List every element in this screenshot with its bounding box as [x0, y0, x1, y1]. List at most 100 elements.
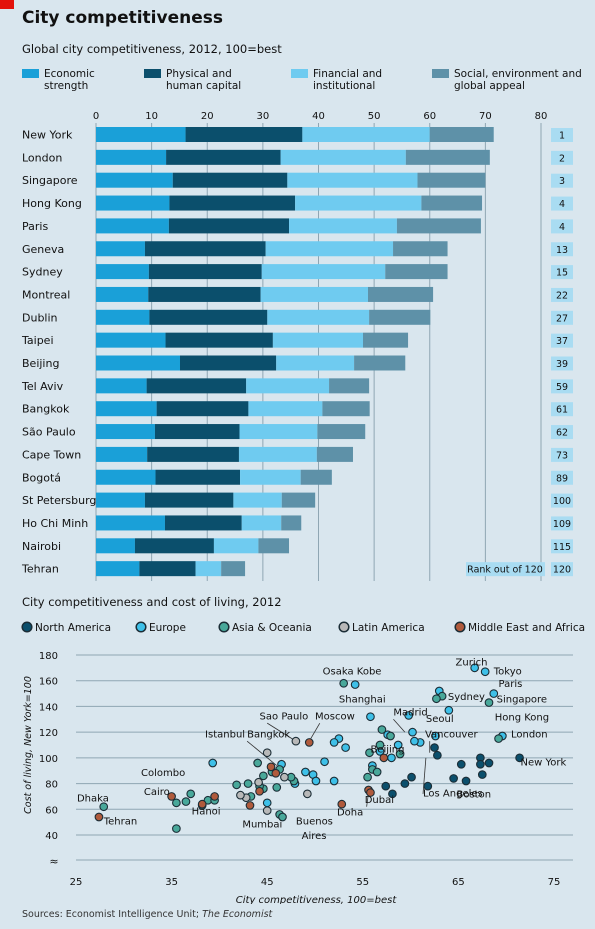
city-label-new-york: New York: [521, 758, 567, 769]
point-north-america: [477, 770, 487, 779]
legend-marker-latin-america: [338, 621, 350, 633]
y-tick-label: 60: [45, 805, 58, 816]
city-label-mumbai: Mumbai: [242, 819, 282, 830]
bar-singapore-social-environment-and-global-appeal: [417, 172, 486, 188]
bar-chart-title: Global city competitiveness, 2012, 100=b…: [22, 42, 282, 56]
bar-paris-social-environment-and-global-appeal: [396, 218, 481, 234]
point-latin-america: [262, 748, 272, 758]
category-label-hong-kong: Hong Kong: [22, 197, 82, 210]
legend-label-physical-and-human-capital: Physical and human capital: [166, 68, 241, 92]
page-title: City competitiveness: [22, 8, 223, 28]
legend-swatch-physical-and-human-capital: [144, 69, 161, 78]
point-middle-east-and-africa: [379, 753, 389, 763]
rank-badge-paris: [551, 219, 573, 234]
rank-value-beijing: 39: [556, 359, 568, 370]
legend-marker-north-america: [21, 621, 33, 633]
bar-taipei-physical-and-human-capital: [165, 332, 273, 348]
point-asia-oceania: [372, 767, 382, 777]
x-tick-label: 25: [70, 877, 83, 888]
point-north-america: [476, 759, 485, 769]
x-tick-label: 30: [257, 111, 270, 122]
point-asia-oceania: [172, 824, 181, 833]
rank-value-london: 2: [559, 153, 565, 164]
bar-taipei-financial-and-institutional: [272, 332, 363, 348]
rank-value-geneva: 13: [556, 245, 568, 256]
category-label-bangkok: Bangkok: [22, 403, 70, 416]
rank-badge-sydney: [551, 265, 573, 280]
label-leader-line: [393, 719, 406, 733]
rank-badge-tehran: [551, 562, 573, 577]
point-asia-oceania: [432, 694, 441, 704]
point-latin-america: [262, 806, 272, 815]
category-label-st-petersburg: St Petersburg: [22, 494, 96, 507]
city-label-doha: Doha: [337, 808, 363, 819]
label-leader-line: [266, 722, 297, 742]
x-axis-label: City competitiveness, 100=best: [236, 895, 398, 904]
rank-badge-st-petersburg: [551, 493, 573, 508]
label-leader-line: [308, 722, 321, 742]
point-north-america: [430, 743, 439, 752]
rank-value-sydney: 15: [556, 268, 568, 279]
rank-badge-bangkok: [551, 402, 573, 417]
city-label-istanbul: Istanbul: [205, 729, 245, 740]
bar-singapore-financial-and-institutional: [287, 172, 418, 188]
city-label-dubai: Dubai: [365, 795, 394, 806]
city-label-london: London: [511, 729, 548, 740]
city-label-tehran: Tehran: [103, 817, 137, 828]
bar-montreal-social-environment-and-global-appeal: [368, 286, 434, 302]
category-label-tehran: Tehran: [21, 563, 59, 576]
bar-tehran-financial-and-institutional: [195, 561, 222, 577]
city-label-cairo: Cairo: [144, 787, 170, 798]
legend-label-europe: Europe: [149, 622, 186, 634]
point-asia-oceania: [365, 748, 374, 758]
bar-dublin-physical-and-human-capital: [149, 309, 268, 325]
bar-singapore-economic-strength: [96, 172, 173, 188]
point-latin-america: [280, 772, 289, 782]
bar-beijing-economic-strength: [96, 355, 180, 371]
point-middle-east-and-africa: [366, 788, 375, 797]
point-europe: [301, 767, 310, 777]
x-tick-label: 20: [201, 111, 214, 122]
point-europe: [404, 711, 414, 720]
city-label-shanghai: Shanghai: [339, 695, 386, 706]
bar-hong-kong-social-environment-and-global-appeal: [421, 195, 483, 211]
bar-sydney-physical-and-human-capital: [148, 264, 262, 280]
city-label-hong-kong: Hong Kong: [495, 713, 549, 724]
point-asia-oceania: [484, 698, 494, 707]
category-label-geneva: Geneva: [22, 243, 64, 256]
city-label-moscow: Moscow: [315, 711, 355, 722]
category-label-beijing: Beijing: [22, 357, 59, 370]
y-tick-label: 100: [39, 754, 58, 765]
point-middle-east-and-africa: [94, 812, 104, 822]
x-tick-label: 35: [165, 877, 178, 888]
legend-label-north-america: North America: [35, 622, 111, 634]
bar-paris-physical-and-human-capital: [168, 218, 290, 234]
point-north-america: [456, 759, 466, 769]
bar-london-economic-strength: [96, 149, 167, 165]
city-label-hanoi: Hanoi: [192, 806, 221, 817]
rank-badge-nairobi: [551, 539, 573, 554]
category-label-dublin: Dublin: [22, 311, 58, 324]
category-label-singapore: Singapore: [22, 174, 78, 187]
city-label-sydney: Sydney: [448, 692, 485, 703]
point-asia-oceania: [253, 758, 262, 768]
bar-geneva-social-environment-and-global-appeal: [393, 241, 448, 257]
city-label-bangkok: Bangkok: [247, 729, 290, 740]
city-label-beijing: Beijing: [370, 745, 404, 756]
y-tick-label: 40: [45, 831, 58, 842]
point-latin-america: [303, 789, 312, 799]
city-label-los-angeles: Los Angeles: [423, 788, 483, 799]
bar-paris-economic-strength: [96, 218, 169, 234]
point-europe: [408, 727, 417, 737]
category-label-paris: Paris: [22, 220, 48, 233]
bar-tehran-social-environment-and-global-appeal: [221, 561, 246, 577]
bar-sao-paulo-social-environment-and-global-appeal: [317, 424, 366, 440]
point-north-america: [381, 781, 391, 791]
legend-swatch-economic-strength: [22, 69, 39, 78]
rank-value-montreal: 22: [556, 290, 568, 301]
point-europe: [489, 689, 499, 698]
y-tick-label: 160: [39, 677, 58, 688]
category-label-bogota: Bogotá: [22, 471, 61, 484]
city-label-osaka-kobe: Osaka Kobe: [323, 666, 382, 677]
scatter-chart: North America Europe Asia & Oceania Latin A…: [21, 621, 585, 904]
